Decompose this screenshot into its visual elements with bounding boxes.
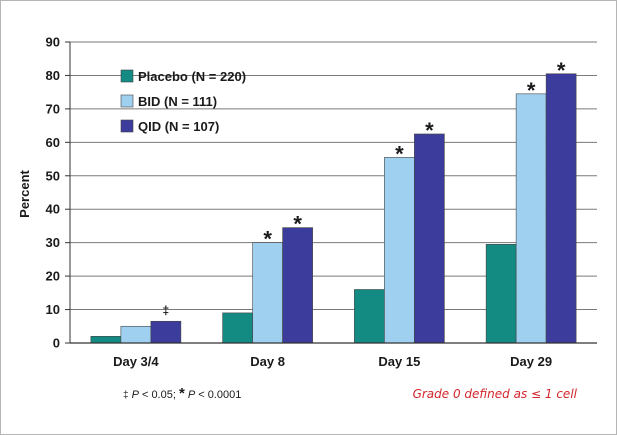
significance-mark: *: [557, 58, 566, 83]
significance-mark: *: [395, 141, 404, 166]
x-tick-label: Day 3/4: [113, 354, 159, 369]
legend-swatch: [120, 69, 134, 83]
legend-swatch: [120, 119, 134, 133]
y-tick-label: 30: [46, 235, 60, 250]
significance-mark: *: [425, 118, 434, 143]
significance-mark: *: [527, 78, 536, 103]
footnote-p-value-1: < 0.05;: [139, 389, 179, 401]
y-axis-title: Percent: [17, 169, 32, 217]
significance-mark: *: [263, 227, 272, 252]
bar: [354, 289, 385, 344]
y-axis: 0 10 20 30 40 50 60 70 80 90: [46, 35, 71, 351]
bar: [485, 244, 517, 344]
grade-definition-note: Grade 0 defined as ≤ 1 cell: [413, 387, 578, 401]
legend: Placebo (N = 220) BID (N = 111) QID (N = 1…: [120, 69, 246, 134]
footnote-dagger: ‡: [123, 390, 129, 401]
y-tick-label: 50: [46, 168, 60, 183]
significance-mark: *: [293, 212, 302, 237]
significance-marks: ‡ * * * * * *: [163, 58, 566, 317]
footnote-p-label-1: P: [132, 389, 140, 401]
y-tick-label: 0: [53, 336, 60, 351]
significance-mark: ‡: [163, 303, 170, 317]
bar: [545, 73, 577, 344]
footnote-p-value-2: < 0.0001: [195, 389, 241, 401]
y-tick-label: 90: [46, 35, 60, 50]
footnote: ‡ P < 0.05; * P < 0.0001: [123, 385, 241, 402]
bar: [252, 242, 283, 344]
bars: [90, 73, 577, 344]
bar: [414, 133, 445, 344]
y-tick-label: 20: [46, 269, 60, 284]
bar: [222, 312, 253, 344]
footnote-star: *: [179, 385, 185, 402]
bar: [90, 336, 122, 344]
x-axis: Day 3/4 Day 8 Day 15 Day 29: [70, 342, 597, 369]
y-tick-label: 10: [46, 302, 60, 317]
bar: [120, 325, 152, 344]
x-tick-label: Day 15: [378, 354, 420, 369]
y-tick-label: 80: [46, 68, 60, 83]
bar: [150, 320, 182, 344]
legend-label: QID (N = 107): [138, 119, 219, 134]
legend-label: Placebo (N = 220): [138, 69, 246, 84]
y-tick-label: 70: [46, 101, 60, 116]
x-tick-label: Day 29: [510, 354, 552, 369]
legend-label: BID (N = 111): [138, 94, 217, 109]
bar: [515, 93, 547, 344]
bar: [384, 157, 415, 344]
y-tick-label: 40: [46, 202, 60, 217]
footnote-p-label-2: P: [188, 389, 196, 401]
x-tick-label: Day 8: [250, 354, 285, 369]
y-tick-label: 60: [46, 135, 60, 150]
legend-swatch: [120, 94, 134, 108]
bar: [282, 227, 313, 344]
